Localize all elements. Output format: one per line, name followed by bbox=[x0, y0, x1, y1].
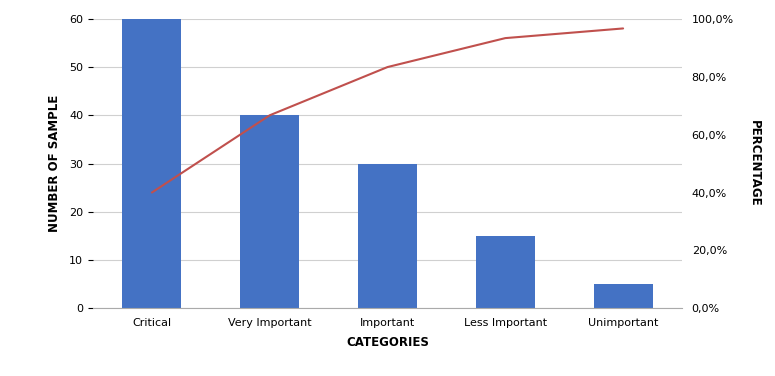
Bar bbox=[594, 284, 653, 308]
Bar bbox=[122, 19, 181, 308]
Bar bbox=[476, 236, 535, 308]
Bar bbox=[358, 164, 417, 308]
Bar bbox=[240, 115, 299, 308]
Y-axis label: PERCENTAGE: PERCENTAGE bbox=[748, 120, 761, 207]
Y-axis label: NUMBER OF SAMPLE: NUMBER OF SAMPLE bbox=[48, 95, 60, 232]
X-axis label: CATEGORIES: CATEGORIES bbox=[346, 337, 429, 349]
